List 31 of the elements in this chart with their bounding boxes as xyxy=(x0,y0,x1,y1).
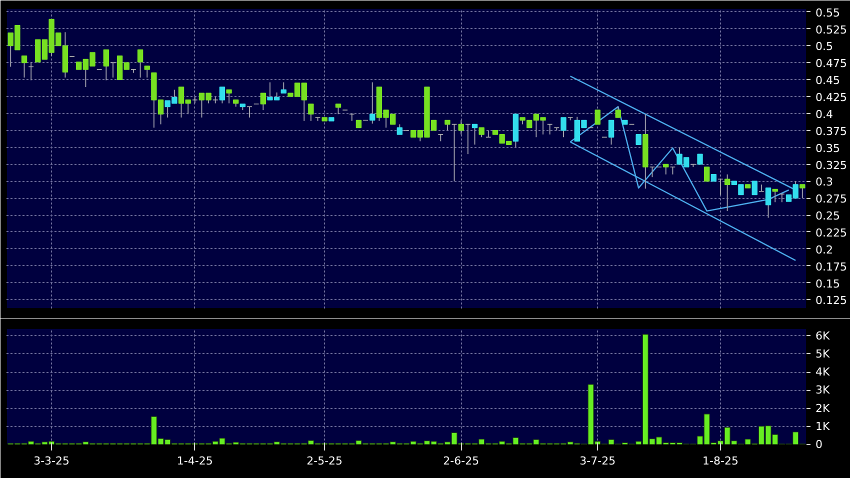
y-tick-label: 0.225 xyxy=(816,226,847,240)
y-tick-label: 0.4 xyxy=(816,108,833,121)
y-tick-label: 0.425 xyxy=(816,91,847,104)
y-tick-label: 0 xyxy=(816,438,822,451)
y-tick-label: 0.55 xyxy=(816,6,840,20)
y-tick-label: 5K xyxy=(816,347,830,360)
y-tick-label: 0.525 xyxy=(816,23,847,36)
y-tick-label: 0.125 xyxy=(816,294,847,308)
y-tick-label: 0.475 xyxy=(816,57,847,70)
x-tick-label: 3-3-25 xyxy=(34,454,70,468)
x-tick-label: 1-8-25 xyxy=(702,454,738,468)
y-tick-label: 0.325 xyxy=(816,158,847,172)
y-tick-label: 0.25 xyxy=(816,210,840,223)
y-tick-label: 2K xyxy=(816,402,830,415)
y-tick-label: 0.175 xyxy=(816,260,847,274)
y-tick-label: 0.15 xyxy=(816,277,840,290)
x-tick-label: 2-6-25 xyxy=(443,454,480,468)
y-tick-label: 0.35 xyxy=(816,142,840,155)
y-tick-label: 4K xyxy=(816,366,830,378)
x-tick-label: 1-4-25 xyxy=(176,454,213,468)
y-tick-label: 0.2 xyxy=(816,243,833,256)
y-tick-label: 0.45 xyxy=(816,74,840,88)
y-tick-label: 0.275 xyxy=(816,192,847,206)
y-tick-label: 6K xyxy=(816,329,830,342)
x-tick-label: 2-5-25 xyxy=(306,454,343,468)
y-tick-label: 1K xyxy=(816,420,830,433)
x-tick-label: 3-7-25 xyxy=(580,454,616,468)
y-tick-label: 0.5 xyxy=(816,40,833,54)
y-tick-label: 0.375 xyxy=(816,124,847,138)
y-tick-label: 3K xyxy=(816,384,830,397)
y-tick-label: 0.3 xyxy=(816,176,833,189)
